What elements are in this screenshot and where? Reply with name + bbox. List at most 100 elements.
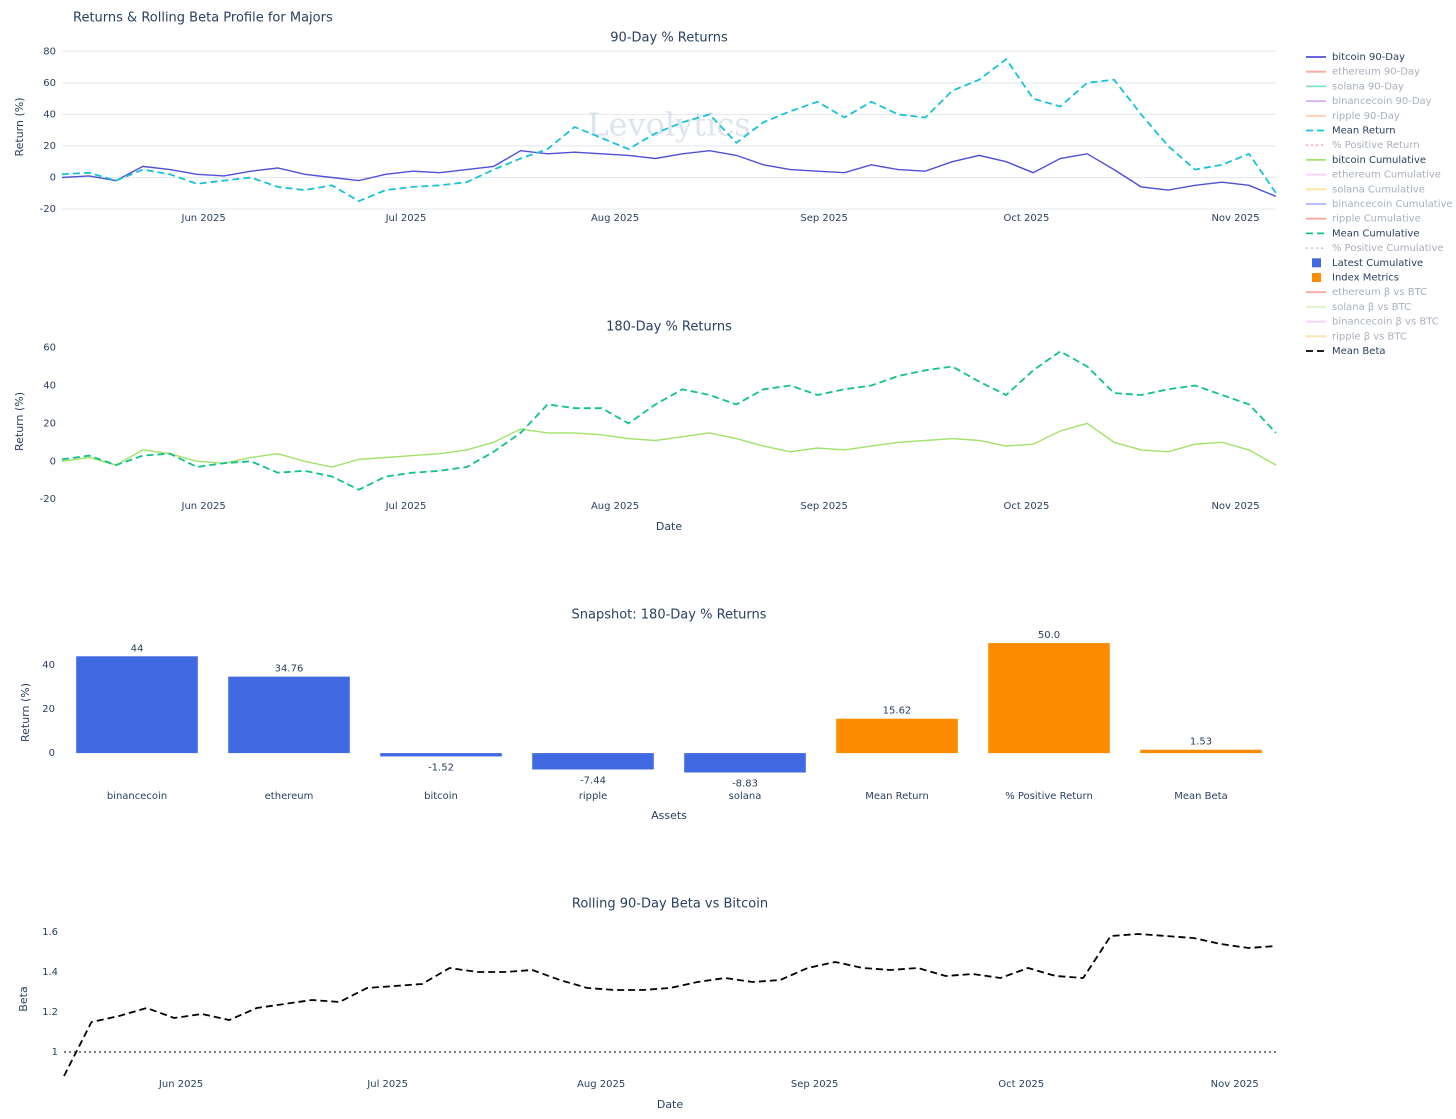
y-axis-label: Return (%): [13, 392, 26, 451]
legend-label: solana Cumulative: [1332, 184, 1425, 195]
value-label: 44: [131, 643, 144, 654]
y-tick-label: 20: [42, 704, 55, 715]
x-tick-label: Nov 2025: [1211, 501, 1259, 512]
legend-label: Index Metrics: [1332, 273, 1399, 284]
x-tick-label: bitcoin: [424, 791, 458, 802]
value-label: 50.0: [1038, 630, 1060, 641]
y-axis-label: Return (%): [13, 97, 26, 156]
series-line: [61, 149, 1277, 198]
legend-label: % Positive Return: [1332, 140, 1420, 151]
x-tick-label: Sep 2025: [800, 501, 847, 512]
legend-label: bitcoin 90-Day: [1332, 52, 1405, 63]
legend-swatch: [1312, 258, 1321, 268]
legend-label: bitcoin Cumulative: [1332, 155, 1426, 166]
x-tick-label: Sep 2025: [800, 213, 847, 224]
x-tick-label: Oct 2025: [998, 1079, 1044, 1090]
y-tick-label: 0: [50, 172, 56, 183]
y-tick-label: 60: [43, 343, 56, 354]
x-axis-label: Assets: [651, 809, 687, 822]
y-tick-label: 0: [50, 456, 56, 467]
legend-label: ripple 90-Day: [1332, 111, 1400, 122]
y-tick-label: 20: [43, 141, 56, 152]
bar: [76, 656, 198, 754]
x-axis-label: Date: [656, 520, 683, 533]
value-label: -7.44: [580, 775, 606, 786]
y-axis-label: Beta: [17, 986, 30, 1011]
y-tick-label: 1.4: [42, 967, 58, 978]
page-title: Returns & Rolling Beta Profile for Major…: [73, 11, 333, 26]
x-tick-label: Aug 2025: [591, 501, 639, 512]
series-line: [63, 933, 1277, 1077]
legend-label: ripple Cumulative: [1332, 214, 1421, 225]
value-label: -8.83: [732, 779, 758, 790]
y-tick-label: 40: [43, 380, 56, 391]
bar: [836, 718, 958, 754]
x-tick-label: Sep 2025: [791, 1079, 838, 1090]
series-line: [61, 422, 1277, 468]
y-axis-label: Return (%): [19, 683, 32, 742]
x-tick-label: ethereum: [265, 791, 314, 802]
y-tick-label: -20: [40, 204, 56, 215]
bar: [684, 753, 806, 773]
x-tick-label: Nov 2025: [1211, 213, 1259, 224]
legend-label: solana β vs BTC: [1332, 302, 1411, 313]
y-tick-label: -20: [40, 494, 56, 505]
chart-title: 90-Day % Returns: [610, 31, 728, 46]
x-tick-label: Nov 2025: [1211, 1079, 1259, 1090]
legend-label: ethereum 90-Day: [1332, 67, 1420, 78]
series-line: [61, 350, 1277, 491]
y-tick-label: 40: [42, 660, 55, 671]
x-tick-label: Jul 2025: [385, 501, 427, 512]
y-tick-label: 20: [43, 418, 56, 429]
value-label: 1.53: [1190, 737, 1212, 748]
chart-title: 180-Day % Returns: [606, 320, 732, 335]
legend-label: Latest Cumulative: [1332, 258, 1423, 269]
x-tick-label: Jun 2025: [181, 501, 226, 512]
chart-title: Snapshot: 180-Day % Returns: [572, 608, 767, 623]
legend-label: solana 90-Day: [1332, 81, 1404, 92]
value-label: 34.76: [275, 664, 304, 675]
legend-label: Mean Cumulative: [1332, 228, 1420, 239]
bar: [228, 676, 350, 754]
y-tick-label: 40: [43, 109, 56, 120]
legend-label: Mean Beta: [1332, 346, 1386, 357]
y-tick-label: 80: [43, 46, 56, 57]
x-tick-label: Aug 2025: [577, 1079, 625, 1090]
x-axis-label: Date: [657, 1098, 684, 1111]
value-label: 15.62: [883, 706, 912, 717]
bar: [532, 753, 654, 770]
legend-label: ripple β vs BTC: [1332, 331, 1407, 342]
x-tick-label: Mean Return: [865, 791, 929, 802]
series-line: [61, 57, 1277, 203]
bar: [1140, 749, 1262, 754]
x-tick-label: Jun 2025: [181, 213, 226, 224]
legend-label: binancecoin 90-Day: [1332, 96, 1432, 107]
x-tick-label: binancecoin: [107, 791, 167, 802]
chart-title: Rolling 90-Day Beta vs Bitcoin: [572, 897, 768, 912]
x-tick-label: Oct 2025: [1003, 501, 1049, 512]
x-tick-label: Oct 2025: [1003, 213, 1049, 224]
legend-label: ethereum Cumulative: [1332, 170, 1441, 181]
bar: [380, 753, 502, 757]
x-tick-label: Jul 2025: [366, 1079, 408, 1090]
legend-label: binancecoin β vs BTC: [1332, 317, 1439, 328]
x-tick-label: ripple: [579, 791, 608, 802]
legend-swatch: [1312, 273, 1321, 282]
x-tick-label: Jul 2025: [385, 213, 427, 224]
legend-label: % Positive Cumulative: [1332, 243, 1443, 254]
watermark: Levolytics: [587, 106, 750, 144]
legend-label: Mean Return: [1332, 126, 1396, 137]
legend-label: ethereum β vs BTC: [1332, 287, 1427, 298]
x-tick-label: % Positive Return: [1005, 791, 1093, 802]
y-tick-label: 60: [43, 78, 56, 89]
x-tick-label: Mean Beta: [1174, 791, 1228, 802]
y-tick-label: 1.6: [42, 927, 58, 938]
value-label: -1.52: [428, 762, 454, 773]
x-tick-label: Aug 2025: [591, 213, 639, 224]
y-tick-label: 1: [52, 1047, 58, 1058]
x-tick-label: Jun 2025: [158, 1079, 203, 1090]
bar: [988, 643, 1110, 754]
y-tick-label: 1.2: [42, 1007, 58, 1018]
